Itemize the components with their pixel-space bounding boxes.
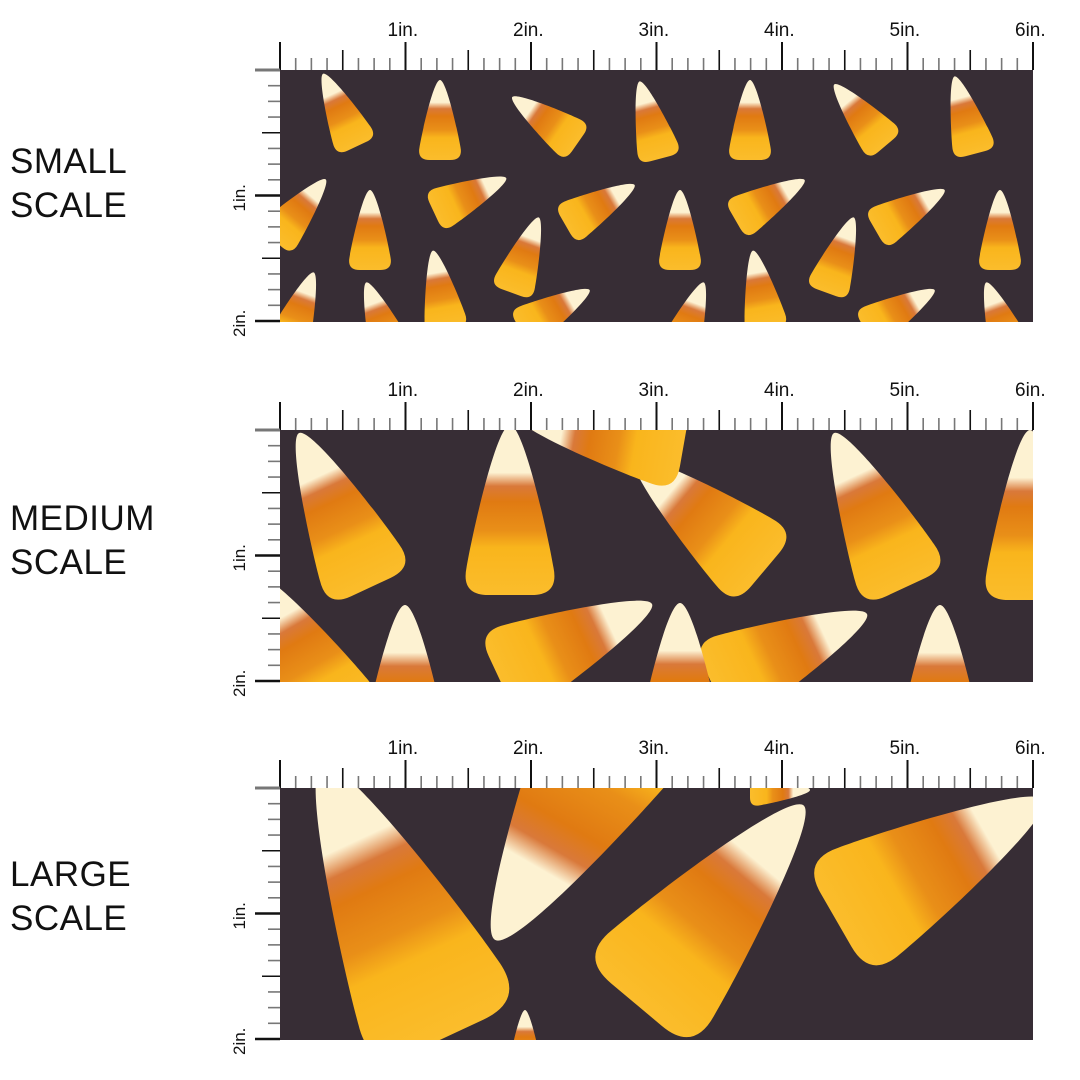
candy-corn [465, 430, 555, 595]
candy-corn [513, 288, 590, 322]
candy-corn [485, 600, 653, 682]
horizontal-ruler: 1in. 2in. 3in. 4in. 5in. 6in. [279, 380, 1046, 430]
medium-scale-label: MEDIUM SCALE [10, 497, 155, 585]
ruler-label: 1in. [230, 184, 249, 211]
candy-corn [744, 250, 787, 322]
ruler-label: 1in. [230, 902, 249, 929]
label-line: SCALE [10, 543, 128, 582]
candy-corn [728, 178, 805, 236]
label-line: SMALL [10, 142, 128, 181]
candy-corn [910, 605, 970, 682]
candy-corn [315, 788, 510, 1040]
label-line: LARGE [10, 855, 132, 894]
candy-corn [635, 81, 679, 162]
candy-corn [490, 788, 702, 941]
ruler-label: 3in. [639, 380, 670, 401]
ruler-label: 1in. [388, 380, 419, 401]
vertical-ruler: 1in. 2in. [230, 786, 280, 1055]
ruler-label: 4in. [764, 20, 795, 41]
vertical-ruler: 1in. 2in. [230, 68, 280, 337]
candy-corn [280, 179, 327, 251]
candy-corn [634, 459, 787, 597]
small-scale-label: SMALL SCALE [10, 140, 127, 228]
candy-corn [750, 788, 810, 806]
candy-corn [516, 430, 689, 486]
ruler-label: 1in. [388, 738, 419, 759]
label-line: MEDIUM [10, 499, 155, 538]
ruler-label: 3in. [639, 738, 670, 759]
candy-corn [809, 217, 857, 298]
vertical-ruler: 1in. 2in. [230, 428, 280, 697]
candy-corn [729, 80, 771, 160]
large-scale-label: LARGE SCALE [10, 853, 131, 941]
candy-corn [595, 804, 806, 1038]
horizontal-ruler: 1in. 2in. 3in. 4in. 5in. 6in. [279, 20, 1046, 70]
candy-corn [985, 430, 1033, 600]
ruler-label: 6in. [1015, 20, 1046, 41]
candy-corn [280, 576, 375, 682]
ruler-label: 2in. [513, 380, 544, 401]
candy-corn [280, 272, 317, 322]
ruler-label: 3in. [639, 20, 670, 41]
ruler-label: 5in. [890, 20, 921, 41]
ruler-label: 6in. [1015, 380, 1046, 401]
candy-corn [868, 188, 945, 246]
candy-corn [830, 432, 941, 600]
label-line: SCALE [10, 186, 128, 225]
ruler-label: 1in. [388, 20, 419, 41]
candy-corn [513, 1010, 537, 1040]
label-line: SCALE [10, 899, 128, 938]
ruler-label: 2in. [513, 20, 544, 41]
candy-corn [950, 76, 994, 157]
candy-corn [375, 605, 435, 682]
ruler-label: 6in. [1015, 738, 1046, 759]
candy-corn [419, 80, 461, 160]
candy-corn [858, 288, 935, 322]
ruler-label: 5in. [890, 380, 921, 401]
candy-corn [363, 282, 411, 322]
candy-corn [321, 73, 374, 153]
candy-corn [700, 610, 868, 682]
candy-corn [659, 190, 701, 270]
candy-corn [512, 96, 587, 157]
horizontal-ruler: 1in. 2in. 3in. 4in. 5in. 6in. [279, 738, 1046, 788]
ruler-label: 2in. [230, 1028, 249, 1055]
candy-corn [349, 190, 391, 270]
candy-corn [814, 796, 1033, 966]
candy-corn [427, 176, 507, 229]
ruler-label: 5in. [890, 738, 921, 759]
candy-corn [295, 432, 406, 600]
candy-corn [659, 282, 707, 322]
ruler-label: 4in. [764, 738, 795, 759]
candy-corn [494, 217, 542, 298]
candy-corn [558, 183, 635, 241]
ruler-label: 2in. [230, 310, 249, 337]
ruler-label: 1in. [230, 544, 249, 571]
candy-corn [424, 250, 467, 322]
candy-corn [650, 603, 710, 682]
candy-corn [983, 282, 1031, 322]
ruler-label: 4in. [764, 380, 795, 401]
candy-corn [833, 84, 899, 156]
ruler-label: 2in. [230, 670, 249, 697]
candy-corn [979, 190, 1021, 270]
ruler-label: 2in. [513, 738, 544, 759]
